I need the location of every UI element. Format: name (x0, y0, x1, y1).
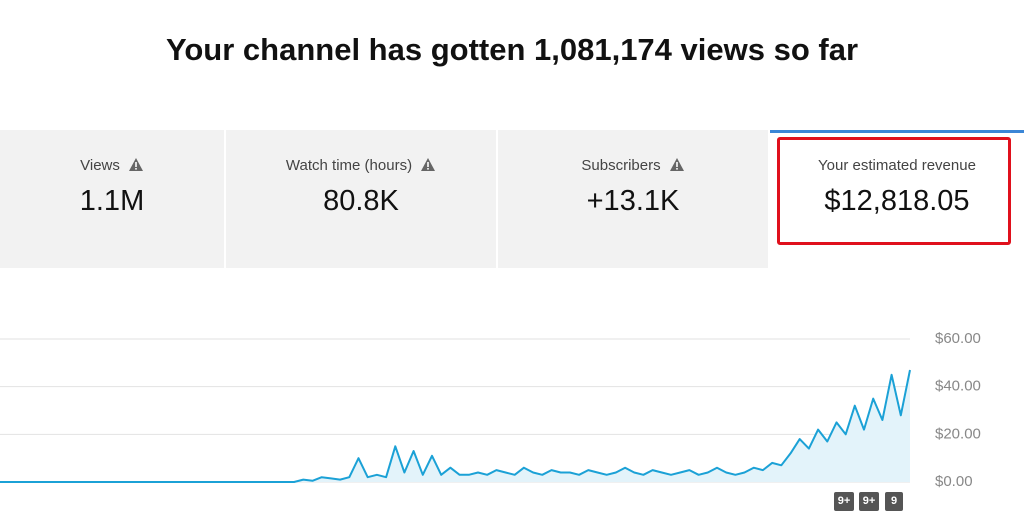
highlight-box (777, 137, 1011, 245)
warning-icon (128, 158, 143, 171)
y-tick-label: $0.00 (935, 473, 973, 490)
warning-icon (669, 158, 684, 171)
warning-icon (421, 158, 436, 171)
metric-card[interactable]: Views 1.1M (0, 130, 224, 268)
line (0, 369, 911, 483)
y-tick-label: $20.00 (935, 425, 981, 442)
page-title: Your channel has gotten 1,081,174 views … (165, 32, 859, 67)
metric-card[interactable]: Your estimated revenue $12,818.05 (770, 130, 1024, 268)
y-tick-label: $40.00 (935, 378, 981, 395)
metric-value: +13.1K (586, 185, 680, 217)
metric-label: Views (80, 157, 120, 174)
metric-label: Your estimated revenue (818, 157, 976, 174)
metric-card[interactable]: Watch time (hours) 80.8K (226, 130, 496, 268)
chart: $0.00 $20.00 $40.00 $60.00 (0, 330, 981, 490)
badge[interactable]: 9+ (834, 492, 854, 511)
area (0, 370, 910, 482)
metric-card[interactable]: Subscribers +13.1K (498, 130, 768, 268)
y-tick-label: $60.00 (935, 330, 981, 347)
metric-value: $12,818.05 (824, 185, 970, 217)
metric-value: 80.8K (323, 185, 399, 217)
metric-label: Watch time (hours) (285, 157, 413, 174)
badge[interactable]: 9 (885, 492, 903, 511)
badge[interactable]: 9+ (859, 492, 879, 511)
metric-label: Subscribers (581, 157, 661, 174)
metric-value: 1.1M (79, 185, 145, 217)
